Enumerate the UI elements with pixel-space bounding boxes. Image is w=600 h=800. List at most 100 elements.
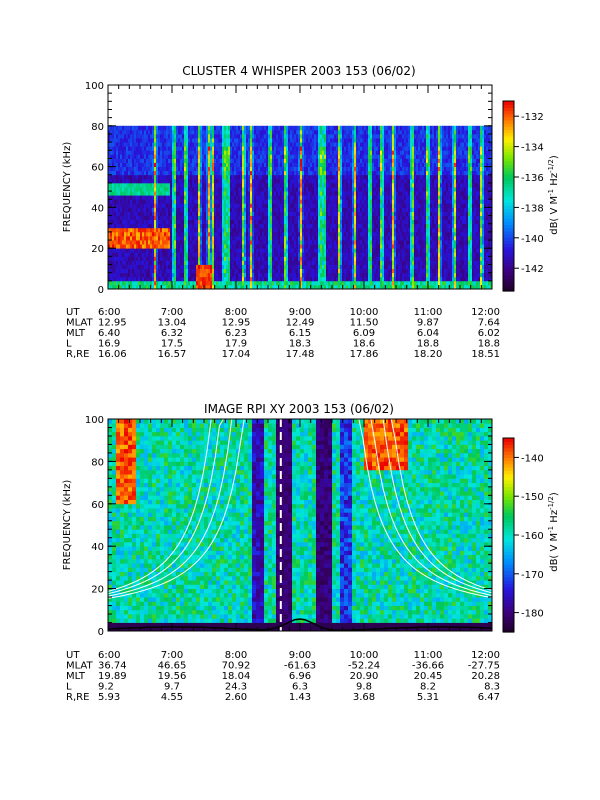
spectrogram-cell — [114, 280, 117, 286]
spectrogram-cell — [238, 191, 241, 196]
spectrogram-cell — [122, 166, 125, 172]
spectrogram-cell — [166, 227, 169, 233]
spectrogram-cell — [202, 125, 205, 131]
spectrogram-cell — [210, 150, 213, 155]
spectrogram-cell — [226, 256, 229, 261]
spectrogram-cell — [126, 146, 129, 151]
spectrogram-cell — [112, 154, 115, 159]
spectrogram-cell — [252, 215, 255, 221]
spectrogram-cell — [114, 219, 117, 225]
spectrogram-cell — [196, 182, 199, 188]
spectrogram-cell — [110, 280, 113, 286]
spectrogram-cell — [206, 154, 209, 159]
spectrogram-cell — [246, 276, 249, 282]
spectrogram-cell — [146, 178, 149, 184]
spectrogram-cell — [116, 182, 119, 188]
spectrogram-cell — [188, 174, 191, 180]
spectrogram-cell — [238, 154, 241, 159]
spectrogram-cell — [168, 207, 171, 212]
spectrogram-cell — [192, 268, 195, 274]
spectrogram-cell — [168, 191, 171, 196]
spectrogram-cell — [112, 256, 115, 261]
spectrogram-cell — [172, 191, 175, 196]
spectrogram-cell — [168, 187, 171, 192]
spectrogram-cell — [196, 223, 199, 229]
spectrogram-cell — [140, 158, 143, 163]
spectrogram-cell — [134, 231, 137, 237]
spectrogram-cell — [144, 174, 147, 180]
spectrogram-cell — [250, 272, 253, 278]
spectrogram-cell — [188, 240, 191, 245]
spectrogram-cell — [148, 142, 151, 147]
spectrogram-cell — [222, 276, 225, 282]
spectrogram-cell — [122, 187, 125, 192]
spectrogram-cell — [216, 219, 219, 225]
spectrogram-cell — [150, 195, 153, 200]
spectrogram-cell — [140, 260, 143, 265]
spectrogram-cell — [120, 256, 123, 261]
spectrogram-cell — [112, 162, 115, 167]
spectrogram-cell — [108, 203, 111, 208]
spectrogram-cell — [210, 191, 213, 196]
spectrogram-cell — [196, 227, 199, 233]
spectrogram-cell — [168, 154, 171, 159]
spectrogram-cell — [248, 227, 251, 233]
spectrogram-cell — [158, 264, 161, 269]
spectrogram-cell — [148, 244, 151, 249]
spectrogram-cell — [212, 162, 215, 167]
spectrogram-cell — [230, 150, 233, 155]
spectrogram-cell — [132, 231, 135, 237]
spectrogram-cell — [130, 244, 133, 249]
spectrogram-cell — [150, 215, 153, 221]
spectrogram-cell — [210, 154, 213, 159]
spectrogram-cell — [126, 174, 129, 180]
spectrogram-cell — [108, 252, 111, 257]
spectrogram-cell — [212, 142, 215, 147]
spectrogram-cell — [148, 260, 151, 265]
spectrogram-cell — [168, 235, 171, 241]
spectrogram-cell — [148, 276, 151, 282]
spectrogram-cell — [144, 227, 147, 233]
spectrogram-cell — [120, 235, 123, 241]
spectrogram-cell — [188, 203, 191, 208]
spectrogram-cell — [224, 125, 227, 131]
spectrogram-cell — [236, 129, 239, 135]
spectrogram-cell — [224, 248, 227, 253]
spectrogram-cell — [118, 133, 121, 139]
spectrogram-cell — [204, 207, 207, 212]
spectrogram-cell — [170, 166, 173, 172]
spectrogram-cell — [174, 150, 177, 155]
spectrogram-cell — [178, 178, 181, 184]
spectrogram-cell — [138, 129, 141, 135]
spectrogram-cell — [136, 138, 139, 143]
spectrogram-cell — [222, 223, 225, 229]
spectrogram-cell — [130, 170, 133, 176]
spectrogram-cell — [170, 219, 173, 225]
spectrogram-cell — [154, 199, 157, 204]
spectrogram-cell — [116, 215, 119, 221]
spectrogram-cell — [232, 199, 235, 204]
spectrogram-cell — [248, 244, 251, 249]
spectrogram-cell — [254, 268, 257, 274]
spectrogram-cell — [166, 276, 169, 282]
spectrogram-cell — [178, 142, 181, 147]
spectrogram-cell — [244, 162, 247, 167]
spectrogram-cell — [172, 260, 175, 265]
spectrogram-cell — [192, 203, 195, 208]
spectrogram-cell — [250, 158, 253, 163]
spectrogram-cell — [154, 219, 157, 225]
spectrogram-cell — [186, 191, 189, 196]
spectrogram-cell — [142, 187, 145, 192]
spectrogram-cell — [216, 138, 219, 143]
spectrogram-cell — [146, 268, 149, 274]
spectrogram-cell — [176, 154, 179, 159]
spectrogram-cell — [136, 227, 139, 233]
spectrogram-cell — [170, 142, 173, 147]
spectrogram-cell — [230, 219, 233, 225]
spectrogram-cell — [170, 162, 173, 167]
spectrogram-cell — [190, 223, 193, 229]
spectrogram-cell — [132, 252, 135, 257]
spectrogram-cell — [218, 195, 221, 200]
spectrogram-cell — [222, 240, 225, 245]
spectrogram-cell — [228, 178, 231, 184]
